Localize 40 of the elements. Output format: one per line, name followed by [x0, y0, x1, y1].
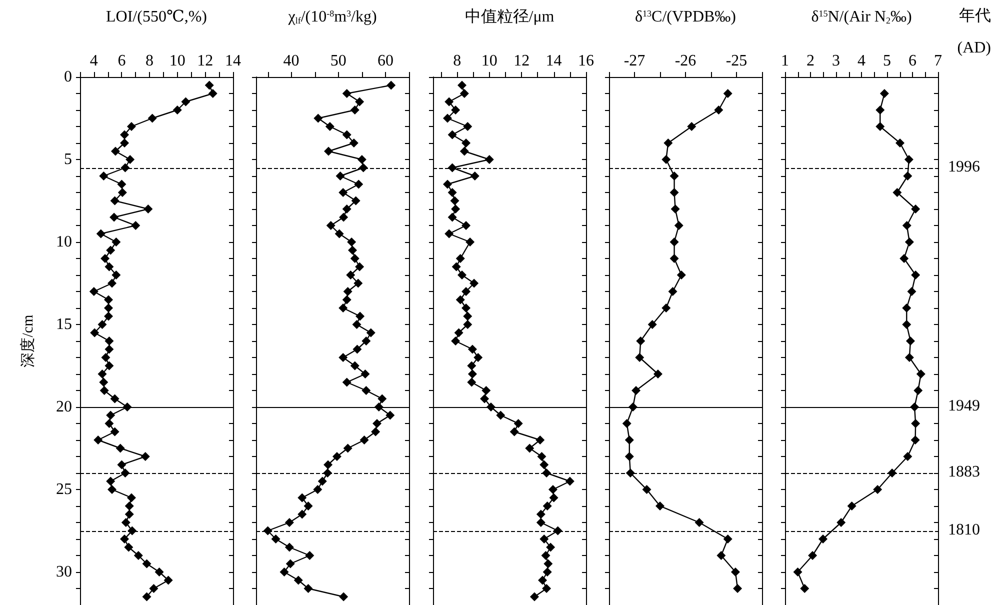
- x-tick-label: 12: [197, 52, 214, 70]
- x-tick-label: 2: [806, 52, 814, 70]
- x-tick-label: 16: [578, 52, 594, 70]
- y-tick-label: 10: [56, 234, 72, 250]
- text: 1883: [948, 464, 980, 480]
- y-tick-label: 20: [56, 398, 72, 416]
- x-tick-label: 6: [118, 52, 126, 70]
- x-axis-title: 中值粒径/μm: [464, 8, 555, 26]
- x-tick-label: 4: [90, 52, 98, 70]
- x-tick-label: -26: [674, 52, 696, 70]
- x-tick-label: 40: [283, 52, 300, 70]
- text: 1810: [948, 521, 980, 538]
- y-tick-label: 15: [56, 316, 72, 333]
- x-tick-label: 14: [546, 52, 562, 70]
- text: 1996: [948, 158, 980, 176]
- x-tick-label: 8: [453, 52, 462, 70]
- x-tick-label: 12: [514, 52, 530, 70]
- x-tick-label: 3: [832, 52, 840, 70]
- x-tick-label: 4: [858, 52, 866, 70]
- y-axis-title: 深度/cm: [20, 314, 36, 368]
- text: (AD): [957, 40, 991, 56]
- x-tick-label: 50: [330, 52, 346, 70]
- y-tick-label: 30: [56, 564, 72, 580]
- x-tick-label: 10: [481, 52, 498, 70]
- text: 年代: [959, 8, 991, 24]
- x-tick-label: 8: [146, 52, 154, 70]
- y-tick-label: 5: [64, 151, 72, 168]
- y-tick-label: 0: [64, 68, 72, 86]
- x-tick-label: 60: [377, 52, 394, 70]
- x-tick-label: 6: [908, 52, 916, 70]
- x-tick-label: -27: [624, 52, 646, 70]
- text: 1949: [948, 398, 980, 414]
- x-tick-label: 10: [169, 52, 186, 70]
- y-tick-label: 25: [56, 481, 72, 498]
- x-tick-label: 7: [934, 52, 942, 70]
- x-tick-label: 1: [781, 52, 789, 70]
- x-tick-label: -25: [726, 52, 748, 70]
- x-axis-title: LOI/(550℃,%): [106, 8, 207, 26]
- x-tick-label: 14: [225, 52, 241, 70]
- x-tick-label: 5: [883, 52, 891, 70]
